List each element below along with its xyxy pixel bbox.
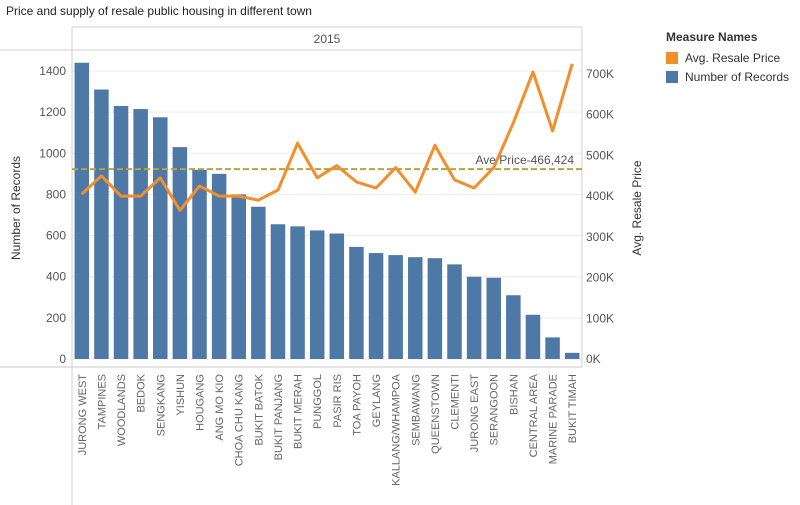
x-tick-label: BUKIT TIMAH [567, 374, 579, 443]
price-line [80, 63, 574, 212]
x-tick-label: JURONG WEST [77, 374, 89, 456]
bar [133, 109, 148, 359]
y-left-tick-label: 1000 [39, 146, 66, 160]
y-right-tick-label: 300K [586, 230, 614, 244]
y-left-tick-label: 600 [46, 229, 66, 243]
bar [329, 233, 345, 359]
x-tick-label: TOA PAYOH [351, 374, 363, 436]
y-left-tick-label: 0 [59, 352, 66, 366]
bar [486, 277, 501, 359]
y-left-axis-title: Number of Records [9, 156, 23, 260]
x-tick-label: QUEENSTOWN [430, 374, 442, 454]
bar [427, 258, 443, 359]
x-tick-label: YISHUN [175, 374, 187, 416]
bar [172, 147, 188, 359]
x-tick-label: CHOA CHU KANG [234, 374, 246, 466]
x-tick-label: CENTRAL AREA [528, 373, 540, 457]
y-right-tick-label: 700K [586, 67, 614, 81]
legend-title: Measure Names [666, 30, 758, 44]
x-tick-label: SENGKANG [155, 374, 167, 436]
y-right-axis-title: Avg. Resale Price [630, 160, 644, 255]
x-tick-label: KALLANG/WHAMPOA [391, 373, 403, 486]
x-tick-label: HOUGANG [195, 374, 207, 431]
x-tick-label: BUKIT PANJANG [273, 374, 285, 460]
y-right-tick-label: 400K [586, 189, 614, 203]
bar [290, 226, 305, 359]
bar [309, 230, 325, 359]
y-right-tick-label: 0K [586, 352, 601, 366]
x-tick-label: BISHAN [508, 374, 520, 415]
x-tick-label: SEMBAWANG [410, 374, 422, 446]
legend-swatch-price [666, 51, 678, 64]
x-tick-label: TAMPINES [96, 374, 108, 429]
x-tick-label: JURONG EAST [469, 374, 481, 453]
y-left-tick-label: 400 [46, 270, 66, 284]
x-tick-label: PASIR RIS [332, 374, 344, 428]
combo-chart: 2015 0 200 400 600 800 1000 1200 1400 0K 100K 200K 3… [0, 26, 644, 505]
chart-title: Price and supply of resale public housin… [6, 4, 312, 18]
bar [211, 173, 227, 359]
x-tick-label: MARINE PARADE [548, 374, 560, 464]
bar [270, 224, 286, 359]
x-tick-label: BUKIT MERAH [293, 374, 305, 449]
x-tick-label: ANG MO KIO [214, 374, 226, 441]
y-right-tick-label: 100K [586, 311, 614, 325]
bar [408, 257, 423, 359]
bar [545, 337, 560, 359]
y-left-tick-label: 1200 [39, 105, 66, 119]
bar [113, 105, 129, 359]
y-right-tick-label: 200K [586, 271, 614, 285]
y-right-tick-label: 500K [586, 148, 614, 162]
y-left-tick-label: 200 [46, 311, 66, 325]
bar [466, 276, 482, 359]
bar [251, 206, 266, 359]
x-tick-label: CLEMENTI [450, 374, 462, 430]
bar [525, 314, 541, 359]
bar [153, 117, 168, 360]
x-tick-label: PUNGGOL [312, 374, 324, 429]
bar [506, 295, 521, 359]
reference-line-label: Ave Price-466,424 [475, 153, 574, 167]
legend-label-price: Avg. Resale Price [685, 50, 781, 65]
x-tick-label: SERANGOON [489, 374, 501, 446]
legend-item-number-of-records[interactable]: Number of Records [666, 67, 789, 86]
bar [192, 169, 207, 359]
legend-label-records: Number of Records [685, 69, 790, 84]
bar [388, 255, 403, 359]
bar [447, 264, 462, 359]
y-right-tick-label: 600K [586, 108, 614, 122]
x-tick-label: WOODLANDS [116, 374, 128, 446]
bar [94, 89, 109, 359]
bar [368, 253, 384, 359]
x-tick-label: GEYLANG [371, 374, 383, 427]
column-header: 2015 [314, 32, 341, 46]
bar [349, 246, 364, 359]
legend: Measure Names Avg. Resale Price Number o… [666, 30, 789, 86]
bar [564, 352, 580, 359]
legend-item-avg-resale-price[interactable]: Avg. Resale Price [666, 48, 789, 67]
x-tick-label: BUKIT BATOK [253, 373, 265, 445]
y-left-tick-label: 1400 [39, 64, 66, 78]
bar [231, 194, 246, 359]
bar [74, 62, 90, 360]
y-left-tick-label: 800 [46, 187, 66, 201]
x-tick-label: BEDOK [136, 373, 148, 412]
legend-swatch-records [666, 70, 678, 83]
